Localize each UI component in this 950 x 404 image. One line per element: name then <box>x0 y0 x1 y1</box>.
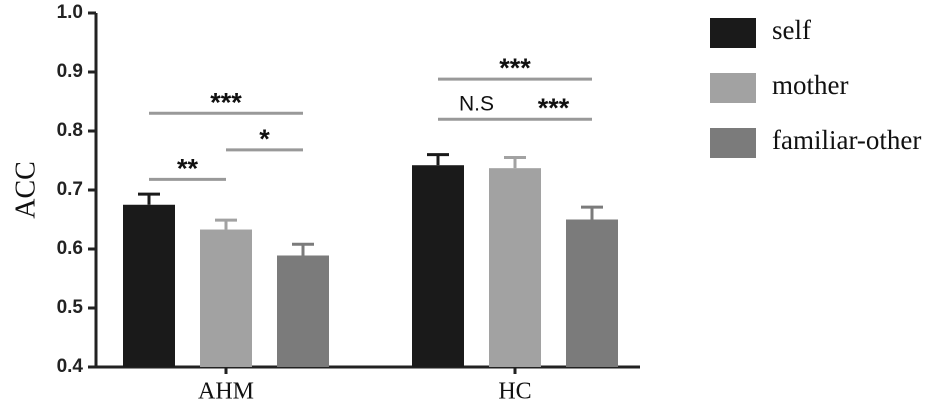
y-tick-label: 0.9 <box>57 61 83 82</box>
significance-brackets: *********N.S *** <box>149 53 592 183</box>
y-tick-label: 0.7 <box>57 179 83 200</box>
significance-label: *** <box>210 87 242 117</box>
y-tick-label: 0.8 <box>57 120 83 141</box>
bar-mother-ahm <box>200 229 252 367</box>
legend-label-familiar-other: familiar-other <box>772 125 921 155</box>
significance-label: * <box>259 124 270 154</box>
y-tick-label: 1.0 <box>57 2 83 23</box>
significance-label: N.S <box>459 93 494 116</box>
significance-label: *** <box>538 93 570 123</box>
legend-label-self: self <box>772 15 811 45</box>
legend-swatch-familiar-other <box>710 128 756 158</box>
bars <box>123 165 618 367</box>
legend: self mother familiar-other <box>710 15 921 158</box>
bar-familiar-other-ahm <box>277 255 329 367</box>
legend-swatch-self <box>710 18 756 48</box>
significance-label: ** <box>177 153 199 183</box>
y-tick-label: 0.5 <box>57 297 84 318</box>
axes <box>94 13 640 369</box>
y-tick-label: 0.6 <box>57 238 83 259</box>
category-labels: AHM HC <box>198 367 532 404</box>
category-label: HC <box>498 379 531 404</box>
legend-swatch-mother <box>710 73 756 103</box>
bar-self-hc <box>412 165 464 367</box>
y-axis-title: ACC <box>10 161 41 219</box>
legend-label-mother: mother <box>772 70 848 100</box>
significance-label: *** <box>499 53 531 83</box>
y-tick-label: 0.4 <box>57 356 84 377</box>
y-ticks: 0.4 0.5 0.6 0.7 0.8 0.9 1.0 <box>57 2 96 377</box>
bar-familiar-other-hc <box>566 219 618 367</box>
bar-mother-hc <box>489 168 541 367</box>
category-label: AHM <box>198 379 254 404</box>
error-bars <box>138 153 603 256</box>
bar-self-ahm <box>123 204 175 367</box>
